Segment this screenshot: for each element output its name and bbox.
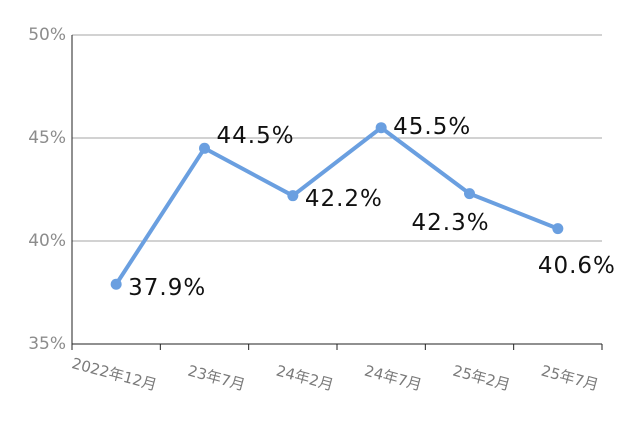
marker [110, 278, 122, 290]
data-label: 40.6% [538, 253, 616, 279]
x-tick-label: 2022年12月 [70, 354, 159, 394]
marker [287, 190, 299, 202]
data-label: 42.3% [412, 210, 490, 236]
marker [199, 142, 210, 154]
data-label: 45.5% [393, 114, 471, 140]
y-tick-label: 35% [28, 334, 66, 354]
y-tick-label: 40% [28, 231, 66, 251]
x-tick-label: 23年7月 [186, 362, 247, 395]
x-tick-label: 25年2月 [451, 362, 512, 395]
data-label: 37.9% [128, 275, 206, 301]
line [114, 125, 559, 286]
x-tick-label: 24年2月 [274, 362, 335, 395]
y-tick-label: 50% [28, 25, 66, 45]
y-tick-label: 45% [28, 128, 66, 148]
data-label: 42.2% [305, 186, 383, 212]
marker [464, 188, 475, 200]
data-label: 44.5% [217, 123, 295, 149]
marker [375, 122, 387, 134]
x-tick-label: 25年7月 [539, 362, 600, 395]
marker [552, 223, 564, 235]
x-tick-label: 24年7月 [362, 362, 423, 395]
